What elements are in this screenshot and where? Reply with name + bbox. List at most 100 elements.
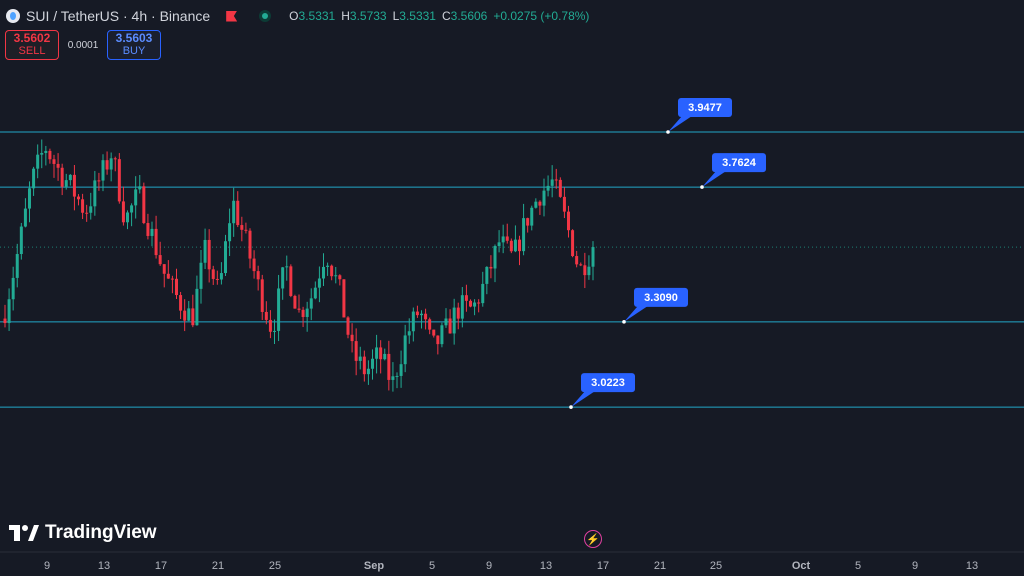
candle-body [28,188,31,209]
candle-body [444,318,448,326]
candle-body [546,185,550,191]
candle-body [72,174,76,197]
candle-body [130,205,134,213]
candle-body [489,266,493,269]
level-label-pointer [702,171,726,188]
candle-body [52,159,56,164]
sell-button[interactable]: 3.5602 SELL [5,30,59,60]
level-label-box [678,98,732,117]
candle-body [285,266,289,268]
candle-body [170,278,174,280]
candle-body [7,299,11,324]
tradingview-logo[interactable]: TradingView [9,522,157,544]
candle-body [379,347,383,360]
candle-body [322,266,325,279]
level-label-box [634,287,688,307]
candle-body [81,199,85,213]
flash-icon[interactable]: ⚡ [584,530,602,548]
candle-body [277,288,281,331]
candle-body [411,311,415,332]
candle-body [236,200,240,226]
candle-body [354,341,358,361]
level-label-pointer [571,391,595,408]
candle-body [481,283,485,304]
candle-body [154,228,158,256]
candle-body [534,201,538,208]
candle-body [399,364,403,376]
candle-body [366,368,370,375]
candle-body [469,300,472,307]
candle-body [281,267,285,289]
candle-body [313,287,317,299]
candle-body [432,329,436,336]
candle-body [44,150,48,154]
candle-body [440,325,444,345]
candle-body [371,358,374,369]
candle-body [228,223,232,242]
candle-body [109,158,113,170]
candle-body [383,353,387,360]
level-label-pointer [668,116,692,132]
candle-body [448,318,452,334]
candle-body [211,269,215,279]
candle-body [301,309,305,317]
candle-body [11,277,15,300]
spread-value: 0.0001 [67,39,99,51]
candle-body [456,307,460,319]
candle-body [407,331,411,336]
candle-body [387,353,391,380]
candle-body [436,335,440,345]
symbol-title[interactable]: SUI / TetherUS · 4h · Binance [26,8,211,24]
candle-body [464,295,468,301]
candle-body [583,265,587,276]
level-label-box [581,373,635,393]
candle-body [452,307,456,334]
candle-body [85,212,89,214]
candle-body [105,160,109,170]
candle-body [195,288,199,326]
candle-body [150,228,154,236]
x-tick-label: 21 [654,560,666,572]
x-tick-label: Sep [364,560,384,572]
tradingview-logo-icon [9,525,39,541]
flag-icon[interactable] [226,10,238,22]
candle-body [146,223,150,236]
candle-body [191,308,195,326]
candle-body [522,218,526,252]
candle-body [19,226,23,255]
candle-body [395,375,399,377]
ohlc-values: O3.5331 H3.5733 L3.5331 C3.5606 +0.0275 … [289,9,590,23]
candle-body [179,295,183,311]
candle-body [485,266,489,284]
candle-body [142,186,146,224]
x-tick-label: 17 [597,560,609,572]
candle-body [175,278,178,296]
candle-body [113,158,117,160]
buy-button[interactable]: 3.5603 BUY [107,30,161,60]
candle-body [497,242,501,247]
candle-body [23,208,27,227]
candle-body [575,256,579,265]
level-anchor-dot [700,185,704,189]
level-label-text: 3.9477 [688,102,722,114]
candle-body [293,295,297,309]
level-label-box [712,153,766,173]
x-tick-label: 13 [966,560,978,572]
candle-body [126,212,129,223]
sui-coin-icon [6,9,20,23]
candle-body [501,236,505,243]
candle-body [567,211,570,231]
candle-body [207,239,211,270]
candle-body [415,311,419,316]
candle-body [162,264,166,274]
candle-body [260,279,264,312]
candle-body [309,298,313,309]
market-status-icon[interactable] [259,10,272,22]
candle-body [40,153,44,155]
level-label-pointer [624,305,648,322]
candle-body [538,201,542,206]
candle-body [460,295,464,319]
candle-body [571,230,575,257]
candle-body [248,230,252,259]
